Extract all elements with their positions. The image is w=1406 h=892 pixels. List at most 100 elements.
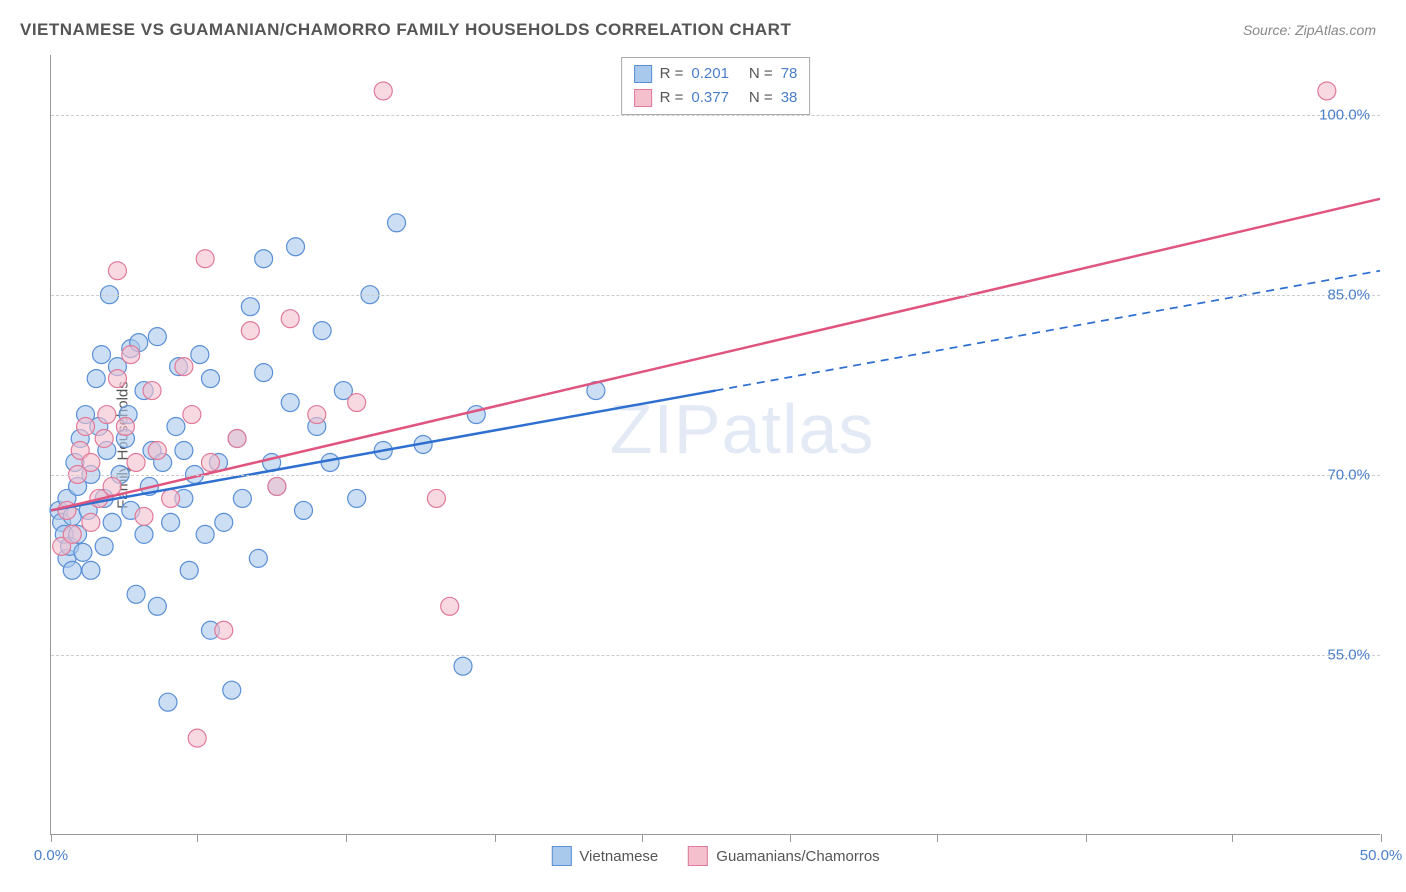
scatter-point xyxy=(87,370,105,388)
scatter-point xyxy=(255,364,273,382)
x-tick xyxy=(1086,834,1087,842)
stats-row: R = 0.201N = 78 xyxy=(634,62,798,86)
stat-r-label: R = xyxy=(660,86,684,110)
scatter-point xyxy=(180,561,198,579)
scatter-point xyxy=(388,214,406,232)
source-label: Source: ZipAtlas.com xyxy=(1243,22,1376,38)
scatter-point xyxy=(77,418,95,436)
scatter-point xyxy=(215,513,233,531)
legend-label: Guamanians/Chamorros xyxy=(716,848,879,865)
scatter-point xyxy=(148,597,166,615)
scatter-point xyxy=(167,418,185,436)
scatter-point xyxy=(127,453,145,471)
scatter-point xyxy=(201,370,219,388)
scatter-point xyxy=(103,513,121,531)
gridline xyxy=(51,295,1380,296)
scatter-point xyxy=(103,477,121,495)
chart-svg xyxy=(51,55,1380,834)
gridline xyxy=(51,115,1380,116)
scatter-point xyxy=(175,358,193,376)
scatter-point xyxy=(127,585,145,603)
stat-n-label: N = xyxy=(749,86,773,110)
x-tick xyxy=(1232,834,1233,842)
scatter-point xyxy=(1318,82,1336,100)
scatter-point xyxy=(82,513,100,531)
scatter-point xyxy=(241,298,259,316)
scatter-point xyxy=(108,262,126,280)
stat-swatch xyxy=(634,89,652,107)
scatter-point xyxy=(348,489,366,507)
scatter-point xyxy=(295,501,313,519)
scatter-point xyxy=(427,489,445,507)
x-tick xyxy=(346,834,347,842)
scatter-point xyxy=(287,238,305,256)
x-tick-label: 0.0% xyxy=(34,847,68,864)
scatter-point xyxy=(348,394,366,412)
stats-row: R = 0.377 N = 38 xyxy=(634,86,798,110)
scatter-point xyxy=(74,543,92,561)
scatter-point xyxy=(143,382,161,400)
legend-swatch xyxy=(688,846,708,866)
scatter-point xyxy=(201,453,219,471)
trend-line xyxy=(51,199,1380,511)
x-tick xyxy=(51,834,52,842)
scatter-point xyxy=(183,406,201,424)
scatter-point xyxy=(441,597,459,615)
stat-r-value: 0.201 xyxy=(691,62,729,86)
scatter-point xyxy=(454,657,472,675)
x-tick xyxy=(937,834,938,842)
scatter-point xyxy=(249,549,267,567)
scatter-point xyxy=(162,489,180,507)
stat-n-label: N = xyxy=(749,62,773,86)
gridline xyxy=(51,655,1380,656)
scatter-point xyxy=(196,250,214,268)
y-tick-label: 85.0% xyxy=(1327,287,1370,304)
scatter-point xyxy=(135,507,153,525)
scatter-point xyxy=(159,693,177,711)
scatter-point xyxy=(63,525,81,543)
x-tick xyxy=(197,834,198,842)
scatter-point xyxy=(116,418,134,436)
stat-r-value: 0.377 xyxy=(691,86,729,110)
scatter-point xyxy=(175,442,193,460)
scatter-point xyxy=(268,477,286,495)
stat-r-label: R = xyxy=(660,62,684,86)
scatter-point xyxy=(98,406,116,424)
scatter-point xyxy=(148,442,166,460)
scatter-point xyxy=(241,322,259,340)
scatter-point xyxy=(148,328,166,346)
scatter-point xyxy=(233,489,251,507)
legend-label: Vietnamese xyxy=(579,848,658,865)
legend-item: Guamanians/Chamorros xyxy=(688,846,879,866)
scatter-point xyxy=(82,561,100,579)
scatter-point xyxy=(63,561,81,579)
y-tick-label: 100.0% xyxy=(1319,107,1370,124)
bottom-legend: Vietnamese Guamanians/Chamorros xyxy=(551,846,879,866)
scatter-point xyxy=(313,322,331,340)
stat-swatch xyxy=(634,65,652,83)
gridline xyxy=(51,475,1380,476)
stat-n-value: 38 xyxy=(781,86,798,110)
x-tick-label: 50.0% xyxy=(1360,847,1403,864)
scatter-point xyxy=(188,729,206,747)
scatter-point xyxy=(95,537,113,555)
y-tick-label: 55.0% xyxy=(1327,647,1370,664)
x-tick xyxy=(1381,834,1382,842)
legend-swatch xyxy=(551,846,571,866)
scatter-point xyxy=(281,310,299,328)
x-tick xyxy=(790,834,791,842)
scatter-point xyxy=(281,394,299,412)
stats-box: R = 0.201N = 78R = 0.377N = 38 xyxy=(621,57,811,115)
scatter-point xyxy=(196,525,214,543)
plot-area: Family Households ZIPatlas R = 0.201N = … xyxy=(50,55,1380,835)
y-tick-label: 70.0% xyxy=(1327,467,1370,484)
x-tick xyxy=(495,834,496,842)
scatter-point xyxy=(122,346,140,364)
legend-item: Vietnamese xyxy=(551,846,658,866)
scatter-point xyxy=(255,250,273,268)
scatter-point xyxy=(215,621,233,639)
chart-title: VIETNAMESE VS GUAMANIAN/CHAMORRO FAMILY … xyxy=(20,20,791,40)
scatter-point xyxy=(135,525,153,543)
scatter-point xyxy=(191,346,209,364)
scatter-point xyxy=(308,406,326,424)
